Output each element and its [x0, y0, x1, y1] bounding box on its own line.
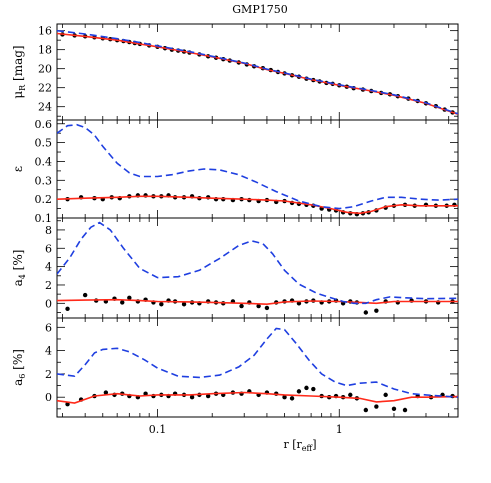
data-point: [363, 310, 369, 315]
y-axis-label: a4 [%]: [11, 250, 27, 287]
data-point: [311, 386, 316, 392]
data-point: [127, 295, 132, 301]
panel-data: [57, 221, 458, 315]
data-point: [256, 303, 261, 309]
x-axis-label-close: ]: [312, 438, 316, 451]
data-point: [391, 406, 397, 412]
panel-frame: [56, 317, 459, 418]
y-tick-label: 4: [45, 345, 52, 358]
y-axis-label: μR [mag]: [11, 45, 27, 98]
y-axis-label-sub: 4: [18, 274, 27, 279]
profile-line-blue-dashed: [57, 221, 458, 305]
data-point: [65, 306, 70, 312]
x-tick-label: 1: [336, 423, 343, 436]
x-axis-label-sub: eff: [302, 444, 314, 453]
model-line-red: [57, 195, 458, 215]
data-point: [159, 302, 164, 307]
y-tick-label: 2: [45, 368, 52, 381]
model-line-red: [57, 32, 458, 116]
data-point: [103, 390, 109, 395]
data-point: [189, 395, 195, 400]
data-point: [65, 401, 70, 407]
y-tick-label: 0.1: [35, 212, 53, 225]
data-point: [120, 300, 125, 305]
y-tick-label: 4: [45, 261, 52, 274]
y-tick-label: 0.2: [35, 193, 53, 206]
data-point: [363, 407, 369, 413]
y-tick-label: 16: [38, 25, 52, 38]
profile-line-blue-dashed: [57, 29, 458, 115]
data-point: [402, 407, 408, 413]
y-tick-label: 0.6: [35, 118, 53, 131]
y-tick-label: 20: [38, 63, 52, 76]
y-tick-label: 18: [38, 44, 52, 57]
panel-mu: 16 18 20 22 24 μR [mag]: [11, 23, 459, 121]
y-axis-label-main: μ: [11, 91, 25, 99]
data-point: [304, 385, 309, 391]
x-tick-label: 0.1: [149, 423, 167, 436]
y-axis-label-main: ε: [11, 166, 25, 172]
y-tick-label: 6: [45, 242, 52, 255]
data-point: [82, 292, 88, 298]
y-tick-label: 6: [45, 321, 52, 334]
y-axis-label-unit: [mag]: [11, 45, 25, 84]
y-tick-label: 2: [45, 279, 52, 292]
y-axis-label-sub: R: [18, 84, 27, 91]
panel-data: [57, 123, 458, 217]
data-point: [181, 302, 187, 307]
y-axis-label-main: a: [11, 379, 25, 386]
data-point: [383, 392, 388, 398]
data-point: [374, 404, 379, 409]
y-axis-label-unit: [%]: [11, 250, 25, 275]
y-tick-label: 0: [45, 391, 52, 404]
x-axis-label: r [reff]: [283, 438, 316, 453]
data-point: [282, 395, 287, 400]
y-tick-label: 0.5: [35, 137, 53, 150]
model-line-red: [57, 298, 458, 306]
profile-line-blue-dashed: [57, 123, 458, 210]
y-axis-label-unit: [%]: [11, 349, 25, 374]
data-point: [374, 308, 379, 313]
panel-epsilon: 0.1 0.2 0.3 0.4 0.5 0.6 ε: [11, 118, 459, 225]
y-axis-label-sub: 6: [18, 374, 27, 379]
y-tick-label: 8: [45, 224, 52, 237]
y-tick-label: 24: [38, 101, 52, 114]
data-point: [296, 389, 302, 394]
y-tick-label: 0: [45, 297, 52, 310]
x-axis-label-main: r [r: [283, 438, 302, 451]
model-line-red: [57, 391, 458, 404]
y-tick-label: 22: [38, 82, 52, 95]
panel-frame: [56, 119, 459, 219]
data-point: [205, 393, 211, 399]
y-axis-label: a6 [%]: [11, 349, 27, 386]
data-point: [264, 305, 270, 311]
profile-line-blue-dashed: [57, 327, 458, 398]
y-tick-label: 0.4: [35, 155, 53, 168]
panel-data: [57, 29, 458, 116]
y-axis-label: ε: [11, 166, 25, 172]
figure-title: GMP1750: [232, 3, 287, 16]
panel-data: [57, 327, 458, 413]
y-axis-label-main: a: [11, 279, 25, 286]
data-point: [239, 303, 244, 309]
data-point: [289, 396, 295, 401]
data-point: [348, 392, 353, 398]
y-tick-label: 0.3: [35, 174, 53, 187]
